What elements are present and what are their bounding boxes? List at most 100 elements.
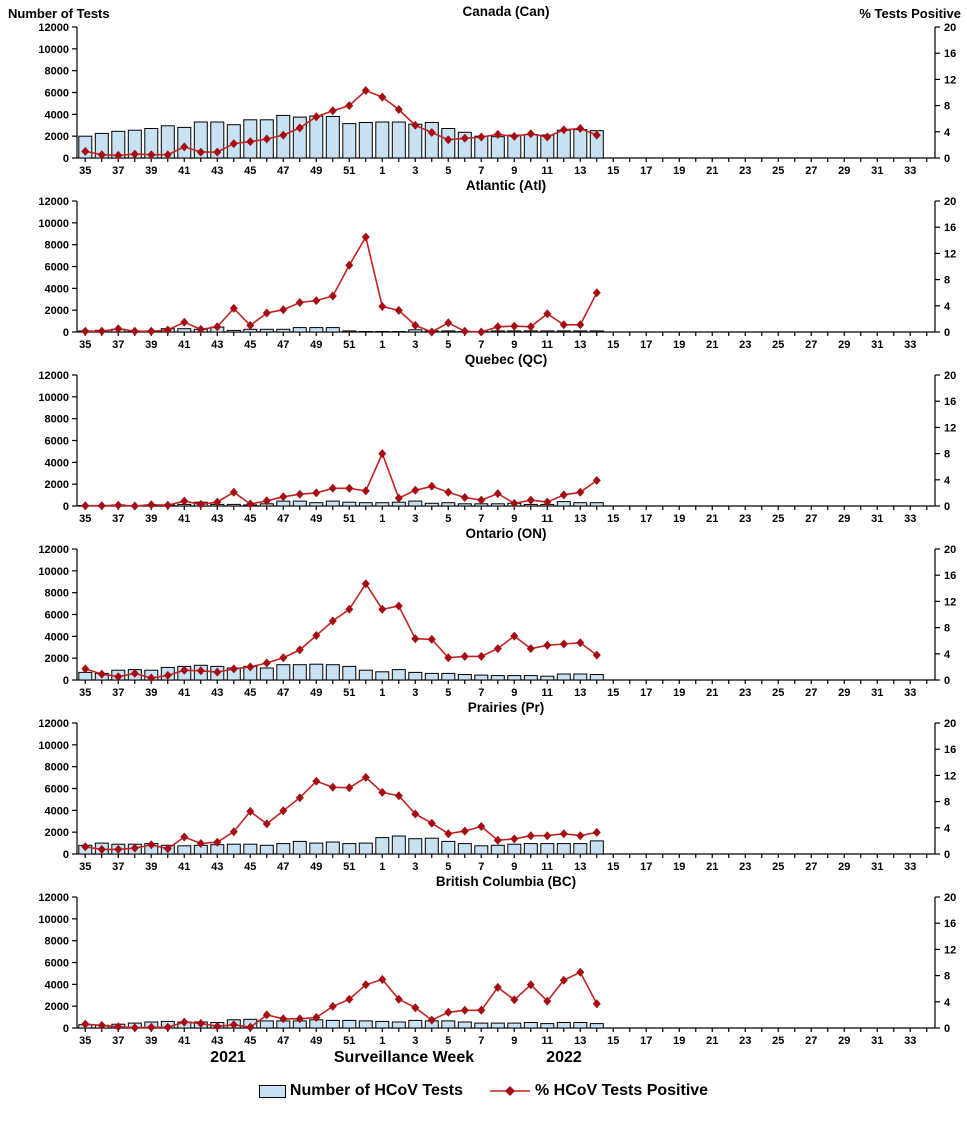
svg-text:43: 43 [211,165,223,177]
svg-text:31: 31 [871,1035,883,1047]
svg-text:33: 33 [904,165,916,177]
svg-text:33: 33 [904,687,916,699]
svg-text:41: 41 [178,861,190,873]
svg-text:5: 5 [445,861,451,873]
svg-text:29: 29 [838,513,850,525]
legend-item-pct-positive: % HCoV Tests Positive [489,1082,708,1100]
panel-title: Atlantic (Atl) [465,178,547,193]
svg-text:45: 45 [244,687,256,699]
svg-text:16: 16 [944,744,956,756]
svg-text:2000: 2000 [45,653,69,665]
svg-text:51: 51 [343,165,355,177]
svg-text:41: 41 [178,513,190,525]
svg-text:10000: 10000 [38,392,69,404]
svg-text:9: 9 [511,165,517,177]
svg-text:29: 29 [838,1035,850,1047]
svg-text:8: 8 [944,797,950,809]
svg-text:43: 43 [211,339,223,351]
panel-title: Ontario (ON) [465,526,547,541]
svg-text:20: 20 [944,370,956,382]
svg-text:25: 25 [772,687,784,699]
svg-text:13: 13 [574,861,586,873]
svg-text:35: 35 [79,687,91,699]
svg-text:7: 7 [478,165,484,177]
svg-text:0: 0 [63,327,69,339]
svg-text:19: 19 [673,165,685,177]
svg-text:37: 37 [112,687,124,699]
svg-text:10000: 10000 [38,218,69,230]
svg-text:0: 0 [944,501,950,513]
svg-text:4000: 4000 [45,979,69,991]
svg-text:39: 39 [145,165,157,177]
svg-text:3: 3 [412,687,418,699]
svg-text:13: 13 [574,339,586,351]
right-axis-title: % Tests Positive [859,6,961,21]
svg-text:6000: 6000 [45,610,69,622]
svg-text:33: 33 [904,339,916,351]
svg-text:33: 33 [904,513,916,525]
svg-text:15: 15 [607,513,619,525]
svg-text:7: 7 [478,339,484,351]
svg-text:5: 5 [445,513,451,525]
svg-text:11: 11 [541,165,553,177]
chart-panel-ontario: Ontario (ON) 0 2000 4000 6000 8000 10000 12000… [0,525,967,699]
svg-text:51: 51 [343,339,355,351]
panel-title: Quebec (QC) [464,352,548,367]
svg-text:37: 37 [112,513,124,525]
svg-text:37: 37 [112,339,124,351]
svg-text:47: 47 [277,687,289,699]
svg-text:2000: 2000 [45,479,69,491]
svg-text:49: 49 [310,339,322,351]
svg-text:0: 0 [63,501,69,513]
svg-text:2000: 2000 [45,827,69,839]
svg-text:49: 49 [310,1035,322,1047]
svg-text:11: 11 [541,861,553,873]
svg-text:4: 4 [944,475,951,487]
svg-text:41: 41 [178,1035,190,1047]
svg-text:4: 4 [944,127,951,139]
svg-text:37: 37 [112,1035,124,1047]
svg-text:15: 15 [607,339,619,351]
svg-text:12: 12 [944,248,956,260]
panel-title: Prairies (Pr) [467,700,545,715]
svg-text:31: 31 [871,165,883,177]
svg-text:31: 31 [871,339,883,351]
svg-text:12: 12 [944,596,956,608]
svg-text:23: 23 [739,687,751,699]
svg-text:2000: 2000 [45,131,69,143]
svg-text:45: 45 [244,165,256,177]
svg-text:16: 16 [944,222,956,234]
svg-text:43: 43 [211,861,223,873]
svg-text:21: 21 [706,861,718,873]
svg-text:29: 29 [838,339,850,351]
svg-text:27: 27 [805,339,817,351]
chart-panel-atlantic: Atlantic (Atl) 0 2000 4000 6000 8000 10000 120… [0,177,967,351]
svg-text:2000: 2000 [45,1001,69,1013]
svg-text:10000: 10000 [38,740,69,752]
svg-text:1: 1 [379,1035,385,1047]
svg-text:33: 33 [904,861,916,873]
svg-text:3: 3 [412,1035,418,1047]
chart-legend: Number of HCoV Tests % HCoV Tests Positi… [0,1075,967,1107]
svg-text:7: 7 [478,1035,484,1047]
svg-text:27: 27 [805,1035,817,1047]
svg-text:35: 35 [79,513,91,525]
svg-text:21: 21 [706,339,718,351]
svg-text:1: 1 [379,687,385,699]
svg-text:41: 41 [178,687,190,699]
svg-text:0: 0 [944,327,950,339]
svg-text:13: 13 [574,1035,586,1047]
svg-text:43: 43 [211,1035,223,1047]
svg-text:45: 45 [244,339,256,351]
svg-text:4: 4 [944,301,951,313]
svg-text:41: 41 [178,165,190,177]
svg-text:19: 19 [673,1035,685,1047]
svg-text:12000: 12000 [38,196,69,208]
svg-text:8: 8 [944,623,950,635]
svg-text:21: 21 [706,687,718,699]
svg-text:31: 31 [871,687,883,699]
svg-text:5: 5 [445,165,451,177]
svg-text:4: 4 [944,823,951,835]
svg-text:20: 20 [944,892,956,904]
